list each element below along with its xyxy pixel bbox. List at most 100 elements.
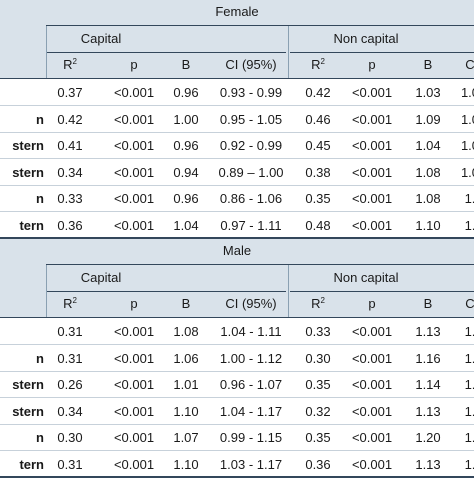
table-cell: 0.33 bbox=[57, 191, 83, 206]
table-row bbox=[0, 79, 474, 106]
table-cell: 0.26 bbox=[57, 377, 83, 392]
table-cell: 1.20 bbox=[415, 430, 441, 445]
table-cell: 1.10 bbox=[415, 217, 441, 233]
table-cell: 1. bbox=[464, 430, 474, 445]
table-cell: <0.001 bbox=[351, 191, 393, 206]
table-cell: 0.37 bbox=[57, 85, 83, 100]
table-cell: 1.04 - 1.11 bbox=[220, 324, 282, 339]
row-divider bbox=[0, 158, 474, 159]
table-cell: 0.46 bbox=[305, 111, 331, 127]
table-row bbox=[0, 106, 474, 133]
row-label: n bbox=[36, 430, 44, 445]
table-cell: 1.08 bbox=[415, 164, 441, 180]
table-cell: 0.42 bbox=[57, 111, 83, 127]
table-cell: 0.95 - 1.05 bbox=[219, 111, 283, 127]
row-label: stern bbox=[12, 403, 44, 419]
table-cell: 1.08 bbox=[173, 324, 199, 339]
column-header: B bbox=[423, 296, 433, 311]
table-cell: <0.001 bbox=[351, 217, 393, 233]
table-cell: 1.0 bbox=[460, 85, 474, 100]
table-cell: 1.03 bbox=[415, 85, 441, 100]
table-cell: 0.33 bbox=[305, 324, 331, 339]
table-cell: <0.001 bbox=[113, 217, 155, 233]
table-cell: 1. bbox=[464, 377, 474, 392]
row-label: stern bbox=[12, 138, 44, 153]
table-cell: <0.001 bbox=[351, 430, 393, 445]
group-label-capital: Capital bbox=[80, 31, 122, 46]
table-cell: 1.08 bbox=[415, 191, 441, 206]
row-divider bbox=[0, 423, 474, 425]
table-cell: 1.13 bbox=[415, 456, 441, 472]
table-cell: 0.48 bbox=[305, 217, 331, 233]
table-cell: <0.001 bbox=[351, 111, 393, 127]
table-cell: 0.45 bbox=[305, 138, 331, 153]
row-divider bbox=[0, 211, 474, 212]
group-label-capital: Capital bbox=[80, 270, 122, 285]
table-row bbox=[0, 132, 474, 159]
table-cell: 0.34 bbox=[57, 164, 83, 180]
table-cell: 1. bbox=[464, 456, 474, 472]
table-cell: <0.001 bbox=[113, 350, 155, 366]
label-divider bbox=[46, 265, 47, 317]
table-cell: 1.10 bbox=[173, 403, 199, 419]
table-cell: 1. bbox=[464, 324, 474, 339]
table-cell: 0.30 bbox=[305, 350, 331, 366]
table-row bbox=[0, 159, 474, 186]
row-label: n bbox=[36, 111, 44, 127]
title-underline bbox=[46, 264, 474, 265]
group-divider bbox=[288, 265, 289, 317]
table-row bbox=[0, 371, 474, 398]
group-label-non-capital: Non capital bbox=[333, 31, 399, 46]
row-divider bbox=[0, 397, 474, 398]
table-cell: 1.10 bbox=[173, 456, 199, 472]
table-row bbox=[0, 318, 474, 345]
title-underline bbox=[46, 25, 474, 26]
row-label: tern bbox=[19, 456, 44, 472]
table-cell: 1.14 bbox=[415, 377, 441, 392]
table-cell: 0.96 bbox=[173, 85, 199, 100]
table-cell: 0.30 bbox=[57, 430, 83, 445]
table-cell: 0.35 bbox=[305, 191, 331, 206]
table-cell: <0.001 bbox=[351, 403, 393, 419]
table-cell: 1.13 bbox=[415, 403, 441, 419]
table-cell: 0.92 - 0.99 bbox=[219, 138, 283, 153]
group-label-non-capital: Non capital bbox=[333, 270, 399, 285]
table-cell: 0.41 bbox=[57, 138, 83, 153]
table-cell: 0.96 bbox=[173, 191, 199, 206]
group-underline-capital bbox=[46, 52, 286, 53]
group-divider bbox=[288, 26, 289, 78]
table-cell: 1.04 - 1.17 bbox=[219, 403, 283, 419]
table-cell: 1.09 bbox=[415, 111, 441, 127]
header-bottom-rule bbox=[0, 78, 474, 79]
row-divider bbox=[0, 370, 474, 372]
row-divider bbox=[0, 105, 474, 106]
table-row bbox=[0, 185, 474, 212]
row-label: n bbox=[36, 191, 44, 206]
table-cell: <0.001 bbox=[113, 456, 155, 472]
table-cell: 1.07 bbox=[173, 430, 199, 445]
row-label: stern bbox=[12, 377, 44, 392]
table-row bbox=[0, 345, 474, 372]
table-cell: 1.06 bbox=[173, 350, 199, 366]
table-cell: <0.001 bbox=[113, 85, 155, 100]
table-cell: <0.001 bbox=[113, 191, 155, 206]
table-cell: <0.001 bbox=[113, 164, 155, 180]
column-header: C bbox=[465, 296, 474, 311]
row-label: stern bbox=[12, 164, 44, 180]
column-header: p bbox=[130, 57, 138, 72]
table-cell: <0.001 bbox=[351, 350, 393, 366]
table-cell: 0.96 bbox=[173, 138, 199, 153]
column-header: p bbox=[130, 296, 138, 311]
table-cell: 1.04 bbox=[173, 217, 199, 233]
superscript-2: 2 bbox=[72, 296, 77, 305]
table-cell: 0.35 bbox=[305, 377, 331, 392]
section-title: Male bbox=[222, 243, 252, 258]
row-label: tern bbox=[19, 217, 44, 233]
table-cell: 0.32 bbox=[305, 403, 331, 419]
table-cell: 0.31 bbox=[57, 456, 83, 472]
table-cell: 0.93 - 0.99 bbox=[219, 85, 283, 100]
table-cell: 1.0 bbox=[460, 111, 474, 127]
column-header: R2 bbox=[311, 296, 325, 311]
column-header: CI (95%) bbox=[225, 296, 277, 311]
column-header: B bbox=[181, 296, 191, 311]
